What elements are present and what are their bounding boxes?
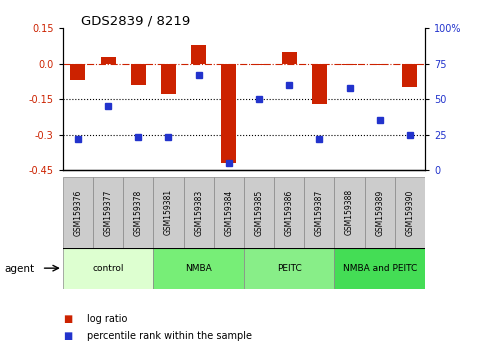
Text: GSM159381: GSM159381 xyxy=(164,189,173,235)
Bar xyxy=(334,248,425,289)
Text: GSM159385: GSM159385 xyxy=(255,189,264,235)
Text: NMBA: NMBA xyxy=(185,264,212,273)
Text: ■: ■ xyxy=(63,331,72,341)
Text: control: control xyxy=(92,264,124,273)
Bar xyxy=(71,64,85,80)
Text: GSM159377: GSM159377 xyxy=(103,189,113,236)
Bar xyxy=(63,248,154,289)
Bar xyxy=(304,177,334,248)
Text: GDS2839 / 8219: GDS2839 / 8219 xyxy=(81,14,190,27)
Bar xyxy=(123,177,154,248)
Bar xyxy=(282,52,297,64)
Bar xyxy=(252,64,267,65)
Bar xyxy=(184,177,213,248)
Text: log ratio: log ratio xyxy=(87,314,128,324)
Bar xyxy=(244,248,334,289)
Bar xyxy=(161,64,176,95)
Bar xyxy=(244,177,274,248)
Text: ■: ■ xyxy=(63,314,72,324)
Text: GSM159376: GSM159376 xyxy=(73,189,83,236)
Text: GSM159387: GSM159387 xyxy=(315,189,324,235)
Bar xyxy=(221,64,236,163)
Bar xyxy=(365,177,395,248)
Bar xyxy=(191,45,206,64)
Bar xyxy=(372,64,387,65)
Text: GSM159386: GSM159386 xyxy=(284,189,294,235)
Bar xyxy=(402,64,417,87)
Text: PEITC: PEITC xyxy=(277,264,301,273)
Bar xyxy=(131,64,146,85)
Bar xyxy=(312,64,327,104)
Bar xyxy=(100,57,115,64)
Bar xyxy=(274,177,304,248)
Bar xyxy=(93,177,123,248)
Text: NMBA and PEITC: NMBA and PEITC xyxy=(342,264,417,273)
Text: GSM159388: GSM159388 xyxy=(345,189,354,235)
Text: GSM159378: GSM159378 xyxy=(134,189,143,235)
Text: GSM159383: GSM159383 xyxy=(194,189,203,235)
Bar xyxy=(154,177,184,248)
Bar xyxy=(213,177,244,248)
Text: agent: agent xyxy=(5,264,35,274)
Bar xyxy=(334,177,365,248)
Bar xyxy=(63,177,93,248)
Bar xyxy=(154,248,244,289)
Text: percentile rank within the sample: percentile rank within the sample xyxy=(87,331,252,341)
Bar xyxy=(342,64,357,65)
Bar xyxy=(395,177,425,248)
Text: GSM159384: GSM159384 xyxy=(224,189,233,235)
Text: GSM159389: GSM159389 xyxy=(375,189,384,235)
Text: GSM159390: GSM159390 xyxy=(405,189,414,236)
